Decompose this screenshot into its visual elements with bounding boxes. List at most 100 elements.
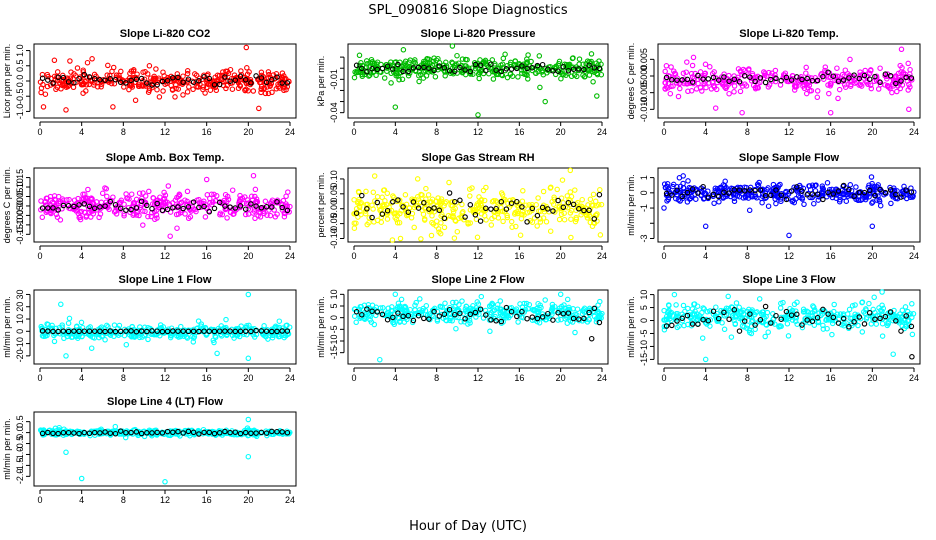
data-point <box>831 308 837 315</box>
outlier-point <box>542 98 548 105</box>
data-point <box>446 179 452 186</box>
data-point <box>88 345 95 351</box>
data-point <box>908 189 915 195</box>
data-point <box>50 80 56 86</box>
data-point <box>514 198 520 205</box>
data-point <box>248 80 254 86</box>
data-point <box>703 84 709 91</box>
data-point <box>206 78 212 84</box>
data-point <box>237 430 244 437</box>
data-point <box>421 315 427 322</box>
data-point <box>68 69 74 75</box>
data-point <box>695 321 701 327</box>
x-tick-label: 24 <box>285 495 295 505</box>
data-point <box>661 323 668 330</box>
data-point <box>776 192 783 198</box>
y-tick-label: -0.5 <box>15 436 25 452</box>
data-point <box>40 104 47 110</box>
data-point <box>689 306 696 312</box>
data-point <box>898 318 905 324</box>
x-tick-label: 8 <box>121 495 126 505</box>
panel-5: Slope Gas Stream RH percent per min. 0 4 8 12… <box>316 152 609 261</box>
data-point <box>128 206 134 213</box>
data-point <box>117 428 124 434</box>
data-point <box>533 202 539 208</box>
data-point <box>149 82 155 88</box>
data-point <box>436 313 443 319</box>
data-point <box>55 207 61 213</box>
data-point <box>459 298 465 304</box>
data-point <box>499 192 506 198</box>
data-point <box>399 76 406 83</box>
data-point <box>170 328 176 334</box>
data-point <box>483 205 489 212</box>
data-point <box>863 194 869 201</box>
data-point <box>263 79 270 86</box>
data-point <box>847 56 853 63</box>
data-point <box>814 314 821 321</box>
data-point <box>691 301 698 307</box>
data-point <box>477 57 483 63</box>
x-tick-label: 0 <box>661 373 666 383</box>
data-point <box>121 84 127 90</box>
data-point <box>185 76 192 82</box>
data-point <box>761 69 767 75</box>
data-point <box>51 57 58 64</box>
data-point <box>879 289 885 295</box>
data-point <box>227 328 233 334</box>
data-point <box>138 198 145 205</box>
data-point <box>273 71 280 77</box>
y-tick-label: 1.0 <box>15 44 25 57</box>
data-point <box>232 208 238 214</box>
data-point <box>436 229 442 235</box>
data-point <box>840 77 847 83</box>
data-point <box>190 79 197 85</box>
data-point <box>436 207 443 214</box>
data-point <box>418 71 424 78</box>
data-point <box>830 191 837 197</box>
data-point <box>57 217 64 223</box>
data-point <box>109 68 115 75</box>
data-point <box>868 174 875 180</box>
data-point <box>791 83 798 89</box>
y-axis-label: ml/min per min. <box>626 296 636 358</box>
data-point <box>517 232 524 238</box>
x-tick-label: 0 <box>351 373 356 383</box>
data-point <box>887 309 894 315</box>
data-point <box>842 84 849 90</box>
x-tick-label: 24 <box>597 127 607 137</box>
data-point <box>801 85 808 92</box>
y-tick-label: -0.15 <box>15 224 25 245</box>
data-point <box>159 78 166 85</box>
data-point <box>441 65 448 71</box>
data-point <box>498 198 505 205</box>
data-point <box>870 306 876 313</box>
data-point <box>112 202 119 208</box>
data-point <box>221 197 227 204</box>
data-point <box>91 205 98 212</box>
data-point <box>45 328 51 334</box>
data-point <box>542 297 548 303</box>
data-point <box>871 294 877 301</box>
data-point <box>462 67 468 73</box>
data-point <box>178 199 185 206</box>
x-tick-label: 16 <box>202 373 212 383</box>
data-point <box>820 76 827 82</box>
x-tick-label: 4 <box>79 373 84 383</box>
y-tick-label: -1.5 <box>15 458 25 474</box>
data-point <box>248 430 254 437</box>
data-point <box>581 305 588 312</box>
data-point <box>662 184 669 191</box>
data-point <box>85 186 91 193</box>
data-point <box>889 89 895 96</box>
data-point <box>198 321 205 327</box>
data-point <box>451 235 458 241</box>
data-point <box>803 64 809 71</box>
data-point <box>144 202 150 209</box>
data-point <box>740 66 747 73</box>
data-point <box>894 88 900 95</box>
data-point <box>248 328 254 335</box>
y-tick-label: -0.01 <box>329 69 339 90</box>
data-point <box>253 73 259 79</box>
